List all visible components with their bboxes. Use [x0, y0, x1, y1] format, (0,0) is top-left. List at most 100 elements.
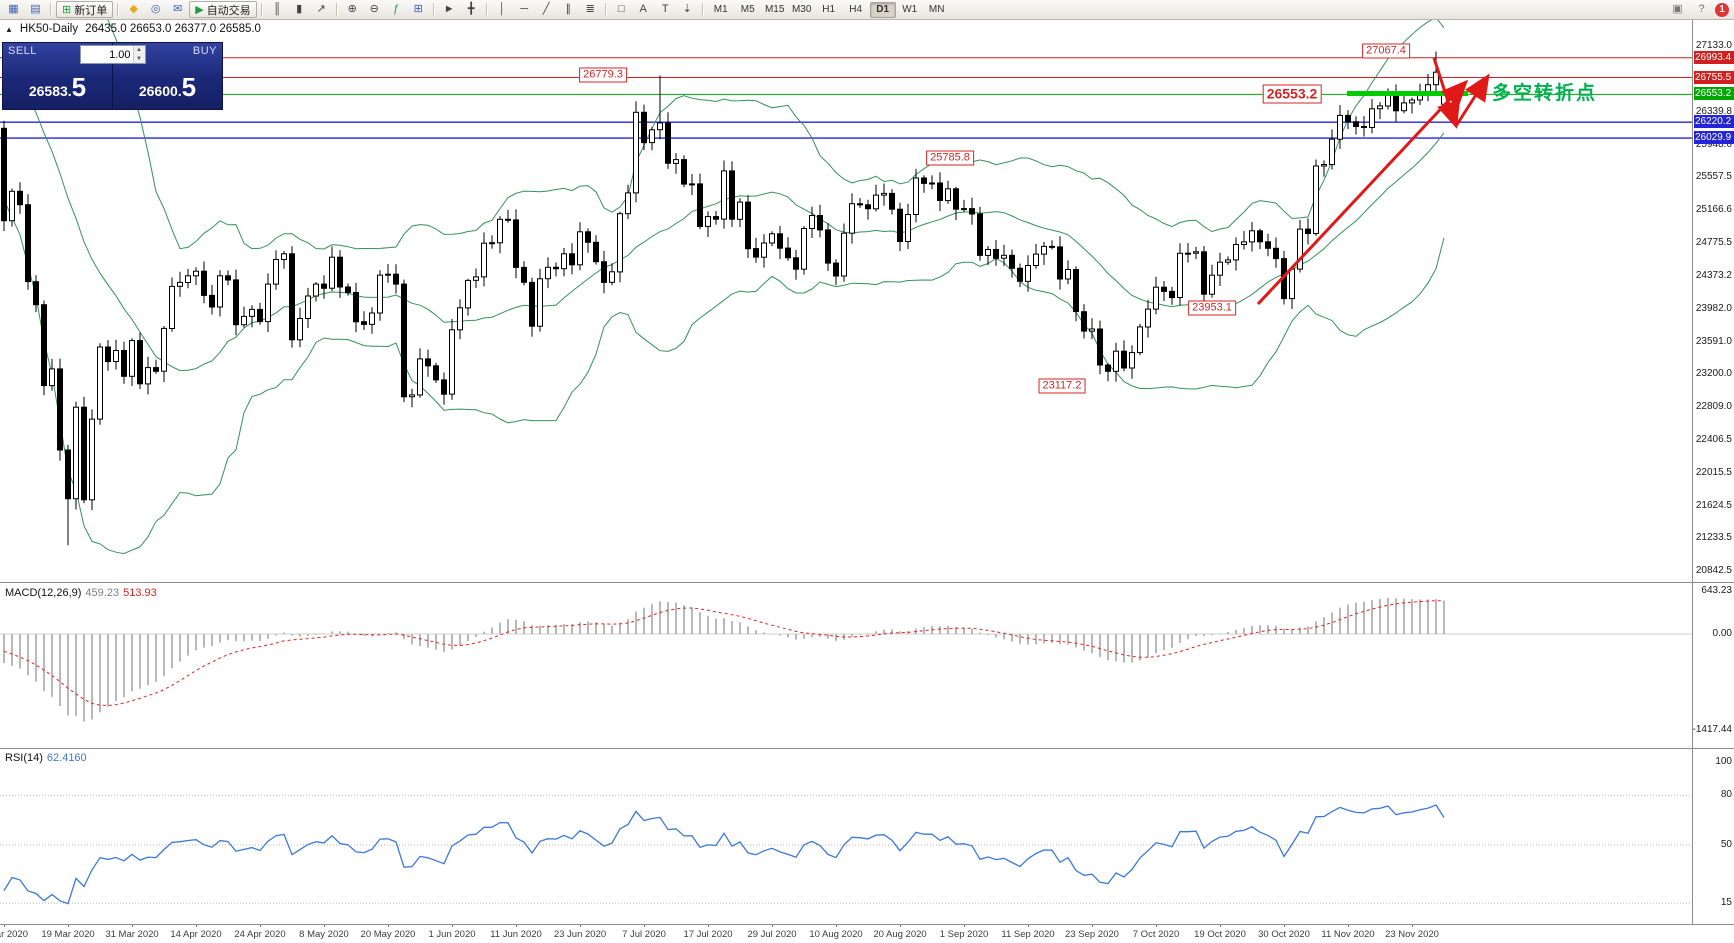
pane-separator[interactable]	[0, 924, 1734, 925]
timeframe-d1[interactable]: D1	[869, 1, 896, 18]
price-callout[interactable]: 26779.3	[579, 67, 627, 83]
text-icon[interactable]: A	[639, 2, 647, 15]
indicators-icon[interactable]: ƒ	[393, 2, 400, 15]
price-callout[interactable]: 23117.2	[1038, 378, 1086, 394]
cursor-icon[interactable]: ►	[443, 2, 455, 15]
timeframe-h1[interactable]: H1	[822, 3, 836, 15]
mail-icon[interactable]: ✉	[173, 2, 183, 15]
new-order-button[interactable]: ⊞ 新订单	[56, 1, 114, 18]
price-callout[interactable]: 26553.2	[1262, 84, 1322, 104]
spinner-up-icon[interactable]: ▲	[136, 47, 142, 53]
sell-price-int: 26583	[28, 83, 68, 99]
text-label-icon[interactable]: T	[661, 2, 669, 15]
timeframe-m1[interactable]: M1	[713, 3, 728, 15]
date-tick	[452, 924, 453, 927]
price-level-badge: 26993.4	[1694, 51, 1734, 64]
toolbar-separator	[604, 3, 607, 16]
macd-histogram	[3, 597, 1445, 722]
price-chart-pane[interactable]: 多空转折点	[0, 20, 1692, 582]
main-toolbar: ▦ ▤ ⊞ 新订单 ◆ ◎ ✉ ▶ 自动交易 ║ ▮ ↗ ⊕ ⊖ ƒ ⊞ ► ╋ │ ─ ╱ ∥ ≣ □ A T ⇣ M1 M5 M15 M…	[0, 0, 1734, 20]
vertical-line-icon[interactable]: │	[498, 2, 506, 15]
date-label: 23 Jun 2020	[553, 929, 607, 940]
chart-workspace[interactable]: 多空转折点 27133.0 26339.8 25948.6 25557.5 25166.…	[0, 20, 1734, 943]
rsi-axis-label: 50	[1720, 839, 1732, 850]
bar-chart-icon[interactable]: ║	[273, 2, 282, 15]
timeframe-m30[interactable]: M30	[791, 3, 812, 15]
date-tick	[708, 924, 709, 927]
symbol-timeframe-label: HK50-Daily	[19, 23, 79, 35]
tile-windows-icon[interactable]: ⊞	[413, 2, 423, 15]
macd-main-value: 459.23	[85, 587, 120, 599]
timeframe-m15[interactable]: M15	[764, 3, 785, 15]
date-label: 30 Oct 2020	[1258, 929, 1310, 940]
channel-icon[interactable]: ∥	[565, 2, 571, 15]
spinner-down-icon[interactable]: ▼	[136, 55, 142, 62]
buy-price: 26600.5	[113, 72, 222, 103]
price-level-badge: 26553.2	[1694, 87, 1734, 100]
price-tick-label: 23591.0	[1695, 336, 1732, 347]
pullback-arrow-up[interactable]	[1454, 73, 1490, 127]
date-label: 14 Apr 2020	[170, 929, 222, 940]
price-callout[interactable]: 27067.4	[1362, 43, 1410, 59]
timeframe-h4[interactable]: H4	[849, 3, 863, 15]
notification-badge[interactable]: 1	[1715, 2, 1729, 17]
date-tick	[964, 924, 965, 927]
crosshair-icon[interactable]: ╋	[467, 2, 475, 15]
profiles-icon[interactable]: ▤	[30, 2, 41, 15]
price-callout[interactable]: 23953.1	[1188, 300, 1236, 316]
timeframe-mn[interactable]: MN	[928, 3, 945, 15]
volume-input[interactable]	[80, 46, 133, 63]
date-label: 11 Jun 2020	[490, 929, 542, 940]
arrows-icon[interactable]: ⇣	[682, 2, 692, 15]
turning-point-note[interactable]: 多空转折点	[1492, 81, 1597, 104]
zoom-out-icon[interactable]: ⊖	[369, 2, 379, 15]
help-icon[interactable]: ?	[1698, 2, 1705, 15]
date-label: 23 Sep 2020	[1065, 929, 1119, 940]
toolbar-separator	[117, 3, 120, 16]
date-label: 17 Jul 2020	[683, 929, 733, 940]
macd-name: MACD(12,26,9)	[5, 587, 82, 599]
new-order-button-label: 新订单	[74, 4, 108, 17]
zoom-in-icon[interactable]: ⊕	[347, 2, 357, 15]
buy-price-dot: .	[177, 83, 182, 99]
line-chart-icon[interactable]: ↗	[316, 2, 326, 15]
timeframe-m5[interactable]: M5	[740, 3, 755, 15]
metaeditor-icon[interactable]: ◆	[129, 2, 138, 15]
shapes-icon[interactable]: □	[617, 2, 625, 15]
fibonacci-icon[interactable]: ≣	[585, 2, 595, 15]
chart-marker-icon: ▲	[5, 24, 13, 34]
pullback-arrow-down[interactable]	[1432, 57, 1461, 129]
buy-label: BUY	[192, 45, 217, 57]
new-chart-icon[interactable]: ▦	[8, 2, 19, 15]
trend-arrow-up[interactable]	[1256, 79, 1469, 306]
toolbar-separator	[50, 3, 52, 16]
price-callout[interactable]: 25785.8	[926, 150, 974, 166]
horizontal-line-icon[interactable]: ─	[520, 2, 529, 15]
trendline-icon[interactable]: ╱	[542, 2, 550, 15]
alerts-icon[interactable]: ◎	[150, 2, 161, 15]
pane-separator[interactable]	[0, 748, 1734, 749]
price-tick-label: 21624.5	[1695, 500, 1732, 511]
macd-axis-label: -1417.44	[1692, 724, 1732, 735]
docking-icon[interactable]: ▣	[1672, 2, 1683, 15]
green-support-bar[interactable]	[1347, 91, 1468, 96]
date-tick	[1156, 924, 1157, 927]
volume-box[interactable]: ▲ ▼	[79, 45, 146, 64]
time-axis: 9 Mar 2020 19 Mar 2020 31 Mar 2020 14 Apr 2…	[0, 924, 1692, 943]
date-tick	[1348, 924, 1349, 927]
buy-price-int: 26600	[138, 83, 178, 99]
timeframe-w1[interactable]: W1	[902, 3, 918, 15]
autotrade-button[interactable]: ▶ 自动交易	[189, 1, 257, 18]
pane-separator[interactable]	[0, 582, 1734, 583]
price-tick-label: 22015.5	[1695, 467, 1732, 478]
sell-label: SELL	[8, 45, 37, 57]
candlestick-icon[interactable]: ▮	[296, 2, 303, 15]
price-tick-label: 22809.0	[1695, 401, 1732, 412]
date-label: 23 Nov 2020	[1385, 929, 1439, 940]
rsi-indicator-pane[interactable]	[0, 749, 1692, 924]
horizontal-level-lines[interactable]	[0, 57, 1692, 139]
date-label: 7 Oct 2020	[1132, 929, 1180, 940]
volume-spinner[interactable]: ▲ ▼	[132, 46, 145, 63]
macd-indicator-pane[interactable]	[0, 583, 1692, 748]
chart-title: ▲ HK50-Daily 26435.0 26653.0 26377.0 265…	[5, 23, 261, 35]
